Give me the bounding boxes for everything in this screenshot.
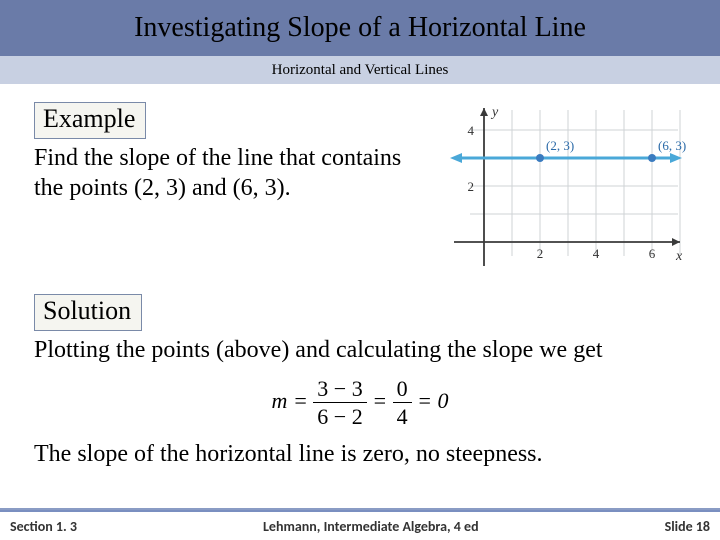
formula-result: 0 bbox=[437, 388, 448, 413]
conclusion-text: The slope of the horizontal line is zero… bbox=[34, 439, 686, 469]
slide-title: Investigating Slope of a Horizontal Line bbox=[134, 12, 586, 44]
footer-book: Lehmann, Intermediate Algebra, 4 ed bbox=[77, 518, 665, 535]
svg-text:y: y bbox=[490, 105, 499, 120]
slope-formula: m = 3 − 3 6 − 2 = 0 4 = 0 bbox=[34, 375, 686, 431]
fraction-1: 3 − 3 6 − 2 bbox=[313, 375, 366, 431]
footer: Section 1. 3 Lehmann, Intermediate Algeb… bbox=[0, 510, 720, 540]
svg-text:2: 2 bbox=[537, 246, 544, 261]
title-bar: Investigating Slope of a Horizontal Line bbox=[0, 0, 720, 56]
content-area: Example Find the slope of the line that … bbox=[0, 84, 720, 469]
svg-text:2: 2 bbox=[468, 179, 475, 194]
solution-label-box: Solution bbox=[34, 294, 142, 331]
footer-slide: Slide 18 bbox=[665, 518, 710, 535]
example-label-box: Example bbox=[34, 102, 146, 139]
footer-section: Section 1. 3 bbox=[10, 518, 77, 535]
example-text: Find the slope of the line that contains… bbox=[34, 143, 430, 203]
fraction-2: 0 4 bbox=[393, 375, 412, 431]
svg-text:x: x bbox=[675, 249, 683, 264]
coordinate-graph: 2 4 6 2 4 x y (2, 3) (6, 3) bbox=[446, 102, 686, 272]
graph-container: 2 4 6 2 4 x y (2, 3) (6, 3) bbox=[446, 102, 686, 280]
formula-lhs: m bbox=[272, 388, 288, 413]
svg-text:4: 4 bbox=[593, 246, 600, 261]
solution-text: Plotting the points (above) and calculat… bbox=[34, 335, 686, 365]
svg-text:(2, 3): (2, 3) bbox=[546, 138, 574, 153]
example-label: Example bbox=[43, 104, 135, 133]
svg-text:4: 4 bbox=[468, 123, 475, 138]
solution-label: Solution bbox=[43, 296, 131, 325]
subtitle-bar: Horizontal and Vertical Lines bbox=[0, 56, 720, 84]
svg-text:(6, 3): (6, 3) bbox=[658, 138, 686, 153]
svg-text:6: 6 bbox=[649, 246, 656, 261]
slide-subtitle: Horizontal and Vertical Lines bbox=[272, 62, 449, 79]
